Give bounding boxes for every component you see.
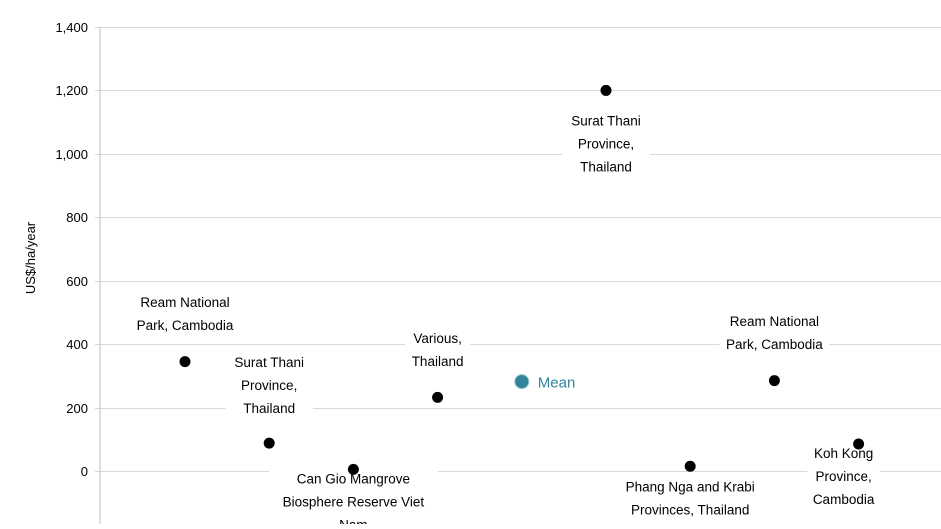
point-label: Various, xyxy=(413,331,462,346)
y-tick-label: 1,000 xyxy=(55,147,88,162)
point-labels: Ream National Park, Cambodia Surat Thani Pr… xyxy=(130,107,880,529)
label-background xyxy=(405,324,471,371)
point-label: Nam xyxy=(339,517,368,524)
data-point xyxy=(684,460,696,472)
y-tick-label: 400 xyxy=(66,337,88,352)
point-label: Ream National xyxy=(730,314,819,329)
point-label: Thailand xyxy=(412,354,464,369)
point-label: Can Gio Mangrove xyxy=(297,471,410,486)
point-label: Surat Thani xyxy=(234,355,304,370)
y-tick-label: 600 xyxy=(66,274,88,289)
mean-point xyxy=(514,374,530,390)
label-background xyxy=(562,107,650,177)
label-background xyxy=(130,289,240,336)
label-background xyxy=(719,308,830,355)
data-points xyxy=(179,84,865,475)
y-tick-label: 0 xyxy=(81,464,88,479)
data-point xyxy=(347,463,359,475)
label-background xyxy=(807,440,880,510)
label-background xyxy=(269,465,438,529)
data-point xyxy=(600,84,612,96)
point-label: Province, xyxy=(815,469,871,484)
y-tick-label: 800 xyxy=(66,210,88,225)
point-label: Phang Nga and Krabi xyxy=(626,480,755,495)
y-tick-label: 1,400 xyxy=(55,20,88,35)
point-label: Thailand xyxy=(580,159,632,174)
y-tick-label: 200 xyxy=(66,401,88,416)
point-label: Koh Kong xyxy=(814,446,873,461)
mean-label: Mean xyxy=(538,375,576,392)
point-label: Thailand xyxy=(243,401,295,416)
point-label: Cambodia xyxy=(813,492,875,507)
point-label: Provinces, Thailand xyxy=(631,503,749,518)
y-axis-label: US$/ha/year xyxy=(23,221,38,294)
point-label: Ream National xyxy=(140,295,229,310)
point-label: Park, Cambodia xyxy=(137,318,234,333)
point-label: Province, xyxy=(578,136,634,151)
data-point xyxy=(432,391,444,403)
data-point xyxy=(853,438,865,450)
y-tick-label: 1,200 xyxy=(55,83,88,98)
point-label: Park, Cambodia xyxy=(726,337,823,352)
data-point xyxy=(263,437,275,449)
axes: 0 200 400 600 800 1,000 1,200 1,400 xyxy=(55,20,101,524)
label-background xyxy=(616,473,764,520)
point-label: Biosphere Reserve Viet xyxy=(283,494,425,509)
data-point xyxy=(768,375,780,387)
point-label: Province, xyxy=(241,378,297,393)
gridlines xyxy=(95,27,941,472)
point-label: Surat Thani xyxy=(571,113,641,128)
label-background xyxy=(225,349,313,419)
data-point xyxy=(179,356,191,368)
